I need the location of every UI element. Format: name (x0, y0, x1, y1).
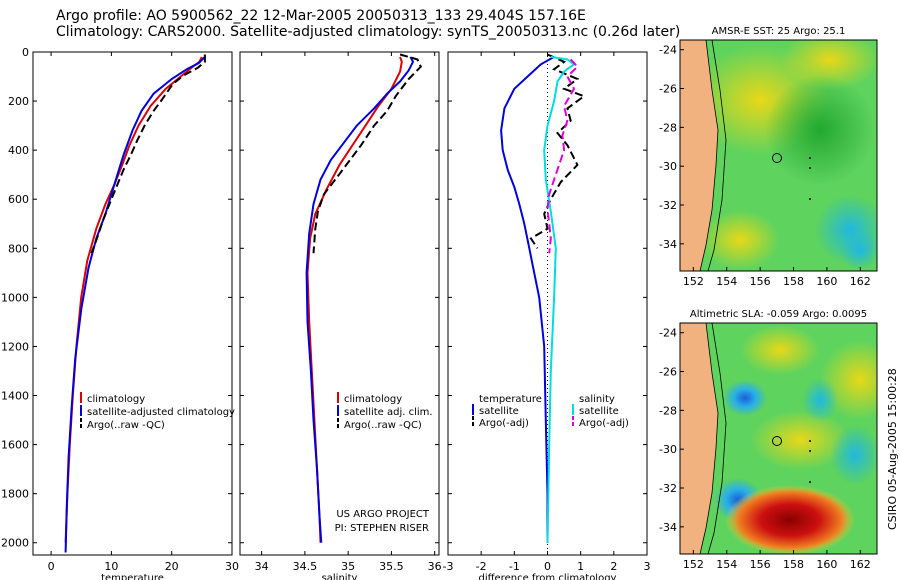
x-tick-label: 158 (783, 275, 804, 288)
y-tick-label: 0 (22, 46, 29, 59)
map-title: Altimetric SLA: -0.059 Argo: 0.0095 (690, 309, 867, 320)
legend-label: satellite (579, 406, 619, 417)
x-tick-label: 0 (544, 560, 551, 573)
y-tick-label: 800 (8, 242, 29, 255)
x-tick-label: 36 (428, 560, 442, 573)
y-tick-label: -26 (659, 83, 677, 96)
series-line (529, 53, 587, 249)
legend-label: climatology (87, 394, 145, 405)
y-tick-label: -34 (659, 521, 677, 534)
y-tick-label: -28 (659, 121, 677, 134)
y-tick-label: 1200 (1, 340, 29, 353)
y-tick-label: -32 (659, 199, 677, 212)
legend-label: satellite (479, 406, 519, 417)
x-tick-label: 160 (816, 558, 837, 571)
y-tick-label: 400 (8, 144, 29, 157)
legend-label: Argo(-adj) (579, 418, 629, 429)
y-tick-label: 1400 (1, 390, 29, 403)
x-tick-label: -3 (443, 560, 454, 573)
y-tick-label: -24 (659, 327, 677, 340)
legend-label: Argo(..raw -QC) (87, 420, 165, 431)
temperature-panel: 0 10 20 30 0 200 400 600 800 1000 1200 1400 1600 1800… (1, 46, 239, 580)
map-title: AMSR-E SST: 25 Argo: 25.1 (712, 26, 846, 37)
x-tick-label: 30 (225, 560, 239, 573)
difference-panel: -3 -2 -1 0 1 2 3 difference from climatology tem… (443, 51, 651, 580)
x-tick-label: 158 (783, 558, 804, 571)
legend-label: Argo(..raw -QC) (344, 420, 422, 431)
series-line (500, 56, 555, 543)
x-tick-label: 35 (341, 560, 355, 573)
x-tick-label: 162 (850, 558, 871, 571)
x-tick-label: 154 (716, 275, 737, 288)
x-tick-label: 35.5 (379, 560, 404, 573)
annotation-line: PI: STEPHEN RISER (335, 523, 429, 534)
y-tick-label: 1600 (1, 439, 29, 452)
y-tick-label: 200 (8, 95, 29, 108)
y-tick-label: -24 (659, 44, 677, 57)
x-tick-label: 0 (48, 560, 55, 573)
legend-label: climatology (344, 394, 402, 405)
y-tick-label: -26 (659, 366, 677, 379)
x-tick-label: 20 (165, 560, 179, 573)
x-axis-label: salinity (322, 573, 358, 580)
plot-frame (239, 51, 440, 556)
y-tick-label: -28 (659, 404, 677, 417)
series-line (312, 53, 422, 254)
x-tick-label: 152 (683, 558, 704, 571)
x-tick-label: 156 (750, 558, 771, 571)
plot-title-line2: Climatology: CARS2000. Satellite-adjuste… (56, 24, 681, 40)
sla_map-axes: Altimetric SLA: -0.059 Argo: 0.0095 152 15… (659, 309, 871, 571)
y-tick-label: -34 (659, 238, 677, 251)
x-tick-label: 2 (610, 560, 617, 573)
x-tick-label: 3 (644, 560, 651, 573)
y-tick-label: 2000 (1, 537, 29, 550)
legend-label: satellite-adjusted climatology (87, 407, 235, 418)
y-tick-label: 1800 (1, 488, 29, 501)
timestamp-label: CSIRO 05-Aug-2005 15:00:28 (886, 368, 899, 530)
y-tick-label: -30 (659, 160, 677, 173)
x-axis-label: difference from climatology (479, 573, 617, 580)
x-tick-label: 34 (255, 560, 269, 573)
x-tick-label: 156 (750, 275, 771, 288)
series-line (546, 58, 579, 254)
plot-title-line1: Argo profile: AO 5900562_22 12-Mar-2005 … (56, 8, 586, 24)
x-tick-label: 162 (850, 275, 871, 288)
x-tick-label: 34.5 (293, 560, 318, 573)
x-axis-label: temperature (101, 573, 164, 580)
series-line (64, 56, 206, 553)
legend-label: salinity (579, 394, 615, 405)
x-tick-label: 10 (104, 560, 118, 573)
plot-frame (32, 51, 233, 556)
sla-map (679, 322, 878, 555)
x-tick-label: 152 (683, 275, 704, 288)
y-tick-label: 1000 (1, 291, 29, 304)
legend-label: Argo(-adj) (479, 418, 529, 429)
legend-label: temperature (479, 394, 542, 405)
x-tick-label: -2 (476, 560, 487, 573)
x-tick-label: 160 (816, 275, 837, 288)
x-tick-label: 154 (716, 558, 737, 571)
x-tick-label: 1 (577, 560, 584, 573)
legend-label: satellite adj. clim. (344, 407, 433, 418)
salinity-panel: 34 34.5 35 35.5 36 salinity climatology satelli… (239, 51, 442, 580)
series-line (90, 54, 206, 254)
series-line (543, 55, 576, 543)
y-tick-label: 600 (8, 193, 29, 206)
series-line (305, 56, 415, 543)
y-tick-label: -32 (659, 482, 677, 495)
sst-map (679, 39, 878, 272)
x-tick-label: -1 (509, 560, 520, 573)
sst_map-axes: AMSR-E SST: 25 Argo: 25.1 152 154 156 158 160… (659, 26, 871, 288)
y-tick-label: -30 (659, 443, 677, 456)
annotation-line: US ARGO PROJECT (336, 509, 430, 520)
